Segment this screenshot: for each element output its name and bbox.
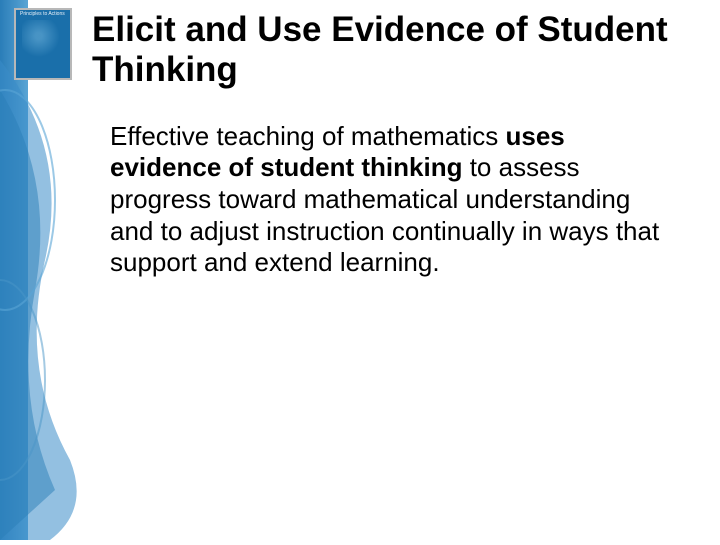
logo-title: Principles to Actions <box>20 12 66 18</box>
slide-body: Effective teaching of mathematics uses e… <box>92 121 690 280</box>
body-text-part1: Effective teaching of mathematics <box>110 121 506 151</box>
sidebar-decoration <box>0 0 90 540</box>
slide-content: Elicit and Use Evidence of Student Think… <box>92 10 690 279</box>
slide-title: Elicit and Use Evidence of Student Think… <box>92 10 690 91</box>
logo-graphic <box>22 20 64 60</box>
book-cover-logo: Principles to Actions <box>14 8 72 80</box>
